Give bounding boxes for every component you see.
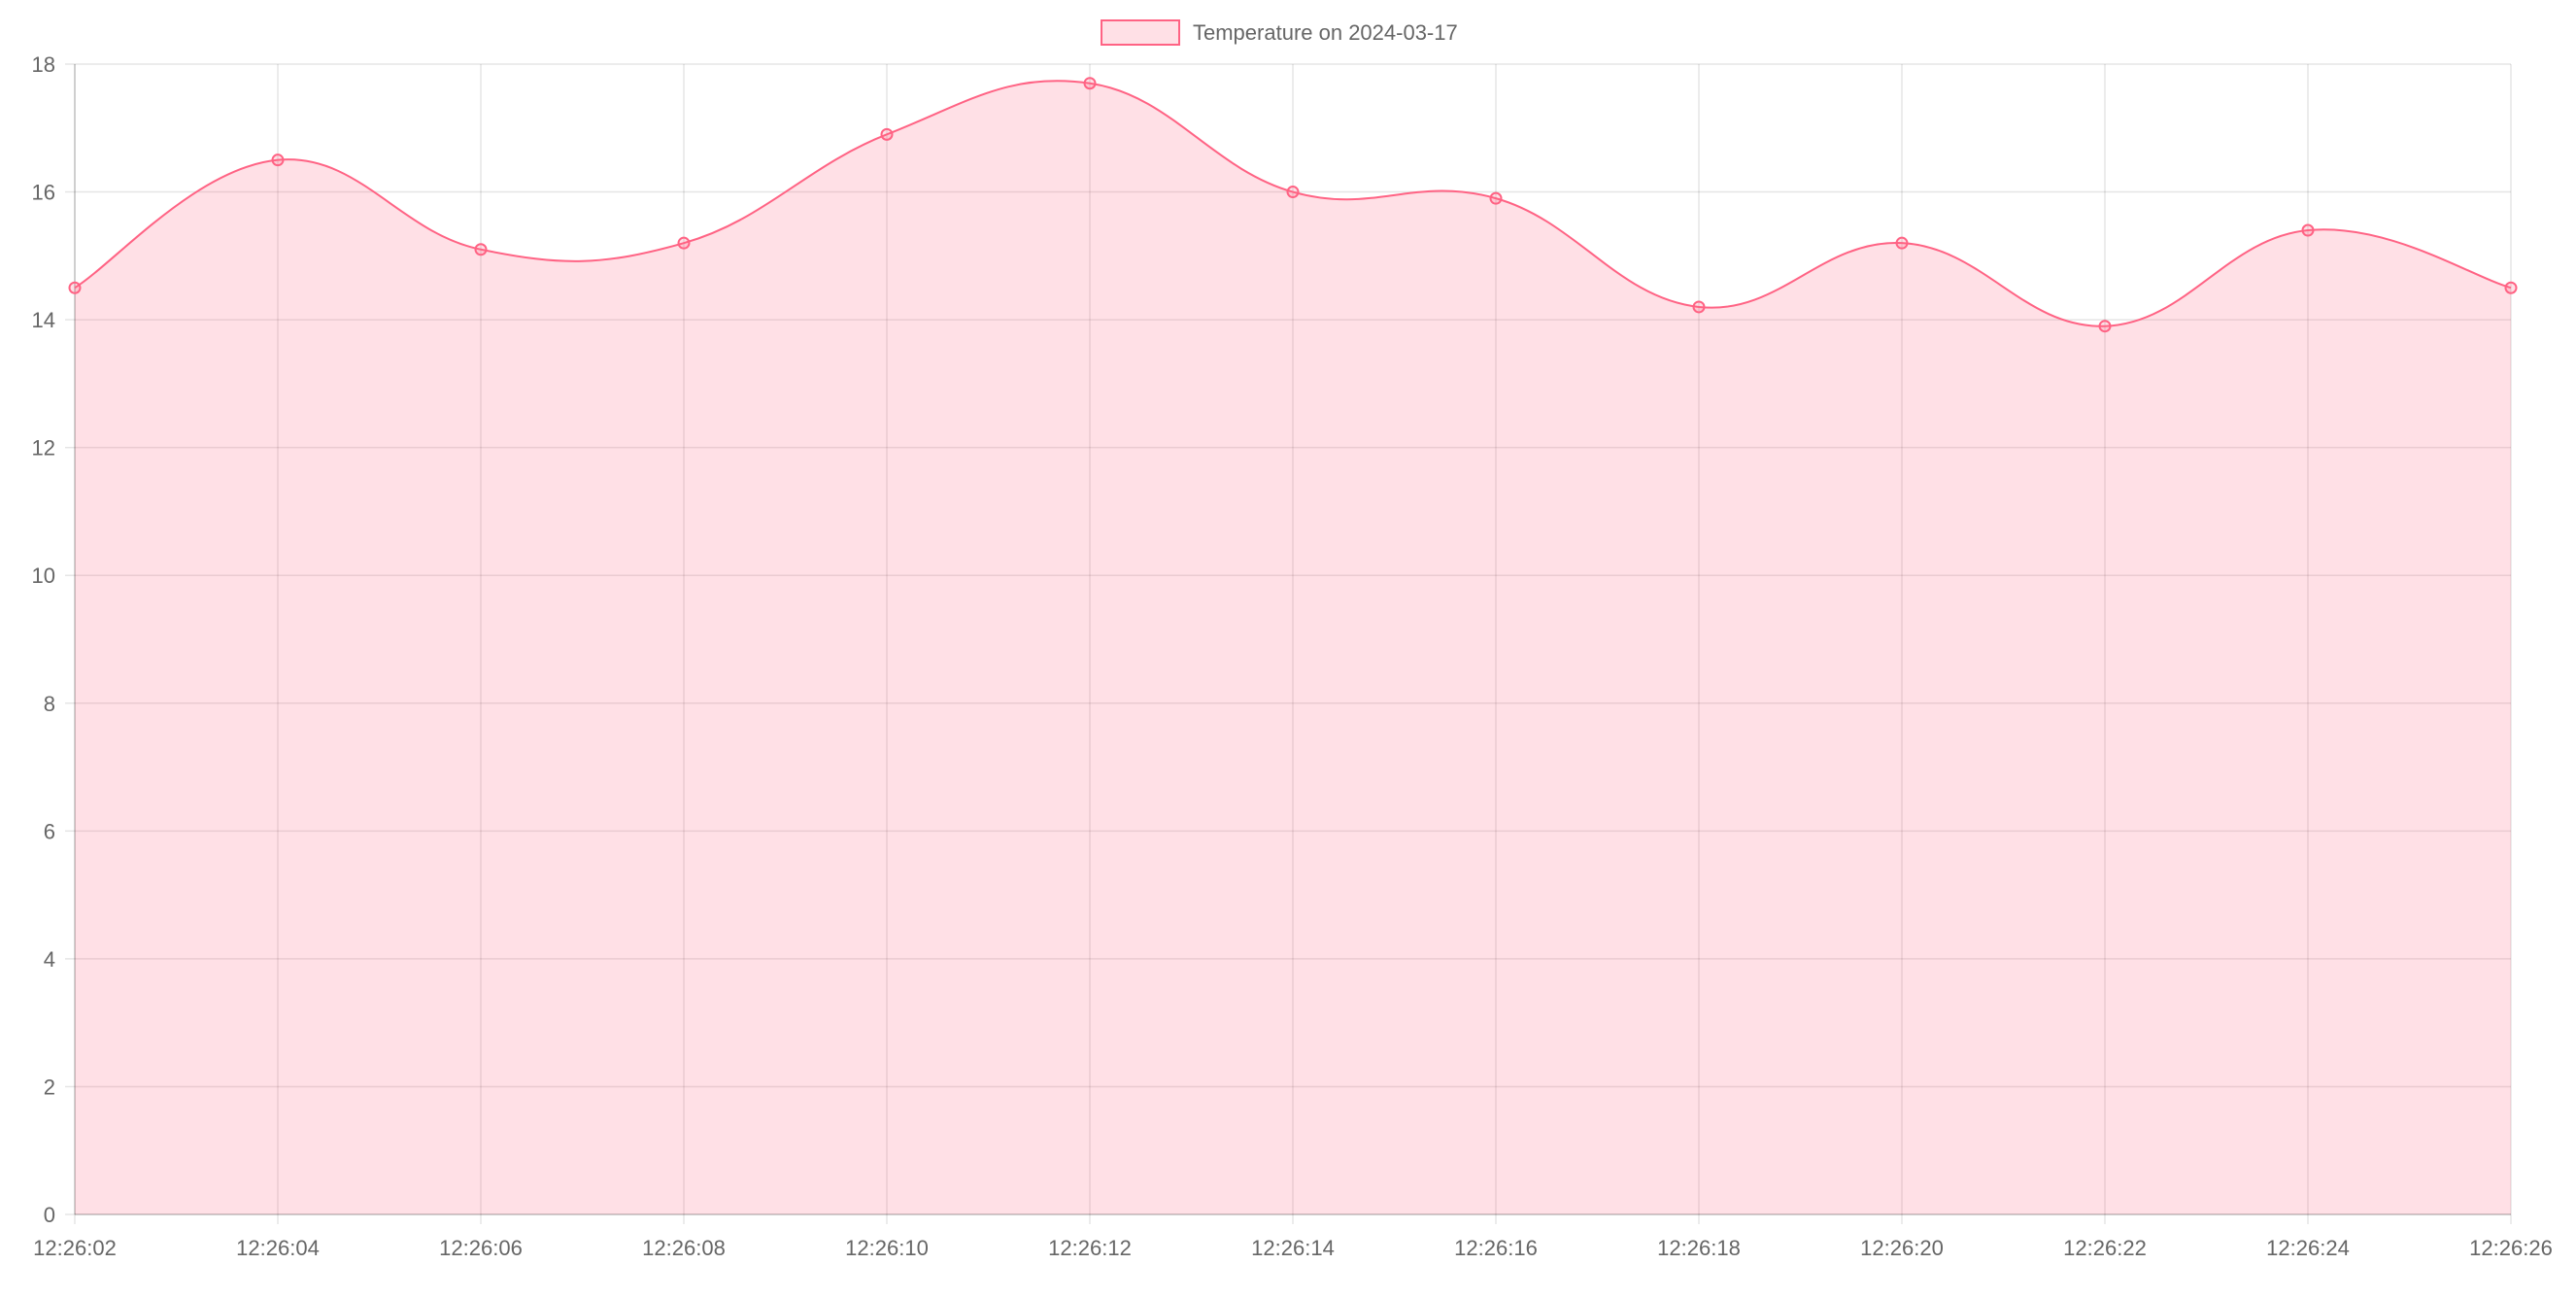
y-tick-label: 18 xyxy=(32,52,55,77)
y-tick-label: 12 xyxy=(32,436,55,461)
x-tick-label: 12:26:26 xyxy=(2469,1236,2553,1260)
y-tick-label: 8 xyxy=(44,692,55,716)
data-point[interactable] xyxy=(2098,320,2112,333)
data-point[interactable] xyxy=(271,154,285,167)
x-tick-label: 12:26:14 xyxy=(1251,1236,1335,1260)
x-tick-label: 12:26:20 xyxy=(1860,1236,1944,1260)
y-axis-tick-labels: 0 2 4 6 8 10 12 14 16 18 xyxy=(32,52,55,1227)
legend[interactable]: Temperature on 2024-03-17 xyxy=(1101,19,1458,46)
y-tick-label: 6 xyxy=(44,819,55,843)
data-point[interactable] xyxy=(2301,223,2315,237)
x-tick-label: 12:26:12 xyxy=(1048,1236,1132,1260)
data-point[interactable] xyxy=(1286,186,1300,199)
x-tick-label: 12:26:08 xyxy=(642,1236,726,1260)
y-tick-label: 10 xyxy=(32,564,55,588)
data-point[interactable] xyxy=(677,236,691,250)
data-point[interactable] xyxy=(1489,191,1503,205)
grid xyxy=(65,63,2512,1224)
y-tick-label: 2 xyxy=(44,1075,55,1099)
x-tick-label: 12:26:02 xyxy=(33,1236,117,1260)
data-points-layer xyxy=(68,77,2518,333)
data-point[interactable] xyxy=(474,243,488,256)
x-tick-label: 12:26:10 xyxy=(845,1236,929,1260)
data-point[interactable] xyxy=(68,281,82,294)
y-tick-label: 14 xyxy=(32,308,55,332)
y-tick-label: 0 xyxy=(44,1203,55,1227)
y-tick-label: 4 xyxy=(44,947,55,972)
area-fill-layer xyxy=(75,81,2511,1214)
series-line-layer xyxy=(74,80,2512,327)
legend-label[interactable]: Temperature on 2024-03-17 xyxy=(1193,20,1458,45)
temperature-area-fill xyxy=(75,81,2511,1214)
data-point[interactable] xyxy=(1895,236,1909,250)
x-tick-label: 12:26:16 xyxy=(1454,1236,1538,1260)
data-point[interactable] xyxy=(1692,300,1706,314)
temperature-line xyxy=(74,80,2512,327)
x-tick-label: 12:26:04 xyxy=(236,1236,320,1260)
x-tick-label: 12:26:06 xyxy=(439,1236,523,1260)
legend-swatch[interactable] xyxy=(1101,19,1180,46)
axes xyxy=(74,64,2511,1215)
data-point[interactable] xyxy=(1083,77,1097,90)
x-tick-label: 12:26:18 xyxy=(1657,1236,1741,1260)
y-tick-label: 16 xyxy=(32,181,55,205)
x-axis-tick-labels: 12:26:02 12:26:04 12:26:06 12:26:08 12:26:10… xyxy=(33,1236,2553,1260)
x-tick-label: 12:26:22 xyxy=(2063,1236,2147,1260)
x-tick-label: 12:26:24 xyxy=(2266,1236,2350,1260)
data-point[interactable] xyxy=(2504,281,2518,294)
data-point[interactable] xyxy=(880,127,894,141)
